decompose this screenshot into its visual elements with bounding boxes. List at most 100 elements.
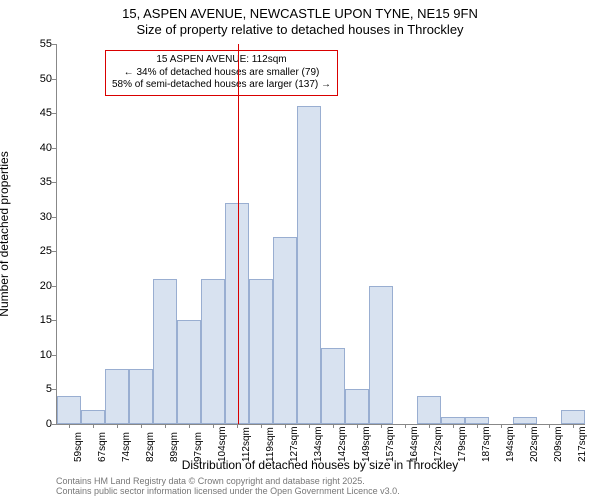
xtick-label: 59sqm [73,432,84,462]
xtick-mark [549,424,550,428]
callout-line-3: 58% of semi-detached houses are larger (… [112,79,331,92]
xtick-label: 202sqm [529,426,540,462]
xtick-mark [93,424,94,428]
ytick-mark [52,424,56,425]
histogram-bar [561,410,585,424]
xtick-label: 104sqm [217,426,228,462]
xtick-mark [453,424,454,428]
xtick-label: 127sqm [289,426,300,462]
chart-title-2: Size of property relative to detached ho… [0,22,600,37]
xtick-label: 164sqm [409,426,420,462]
histogram-bar [225,203,249,424]
xtick-mark [69,424,70,428]
ytick-label: 50 [12,73,52,85]
ytick-label: 10 [12,349,52,361]
xtick-mark [141,424,142,428]
xtick-label: 97sqm [193,432,204,462]
ytick-label: 25 [12,245,52,257]
xtick-mark [237,424,238,428]
ytick-label: 0 [12,418,52,430]
xtick-label: 89sqm [169,432,180,462]
xtick-label: 179sqm [457,426,468,462]
xtick-label: 119sqm [265,427,276,462]
ytick-mark [52,389,56,390]
callout-line-2: ← 34% of detached houses are smaller (79… [112,67,331,80]
histogram-bar [153,279,177,424]
histogram-bar [57,396,81,424]
ytick-mark [52,217,56,218]
reference-callout: 15 ASPEN AVENUE: 112sqm ← 34% of detache… [105,50,338,96]
histogram-bar [465,417,489,424]
callout-line-1: 15 ASPEN AVENUE: 112sqm [112,54,331,67]
histogram-bar [249,279,273,424]
ytick-mark [52,113,56,114]
y-axis-label: Number of detached properties [0,151,11,316]
xtick-mark [333,424,334,428]
ytick-label: 55 [12,38,52,50]
ytick-mark [52,251,56,252]
chart-title-1: 15, ASPEN AVENUE, NEWCASTLE UPON TYNE, N… [0,6,600,21]
xtick-label: 149sqm [361,426,372,462]
ytick-label: 5 [12,383,52,395]
xtick-label: 134sqm [313,426,324,462]
histogram-bar [513,417,537,424]
xtick-mark [405,424,406,428]
histogram-bar [177,320,201,424]
xtick-label: 112sqm [241,427,252,462]
footer-line-2: Contains public sector information licen… [56,486,400,496]
ytick-mark [52,355,56,356]
xtick-mark [501,424,502,428]
xtick-mark [381,424,382,428]
ytick-mark [52,286,56,287]
xtick-mark [213,424,214,428]
ytick-mark [52,44,56,45]
ytick-mark [52,320,56,321]
xtick-mark [285,424,286,428]
xtick-label: 209sqm [553,426,564,462]
xtick-mark [357,424,358,428]
xtick-mark [165,424,166,428]
reference-line [238,44,239,424]
xtick-mark [573,424,574,428]
footer-attribution: Contains HM Land Registry data © Crown c… [56,476,400,497]
xtick-label: 142sqm [337,426,348,462]
xtick-mark [477,424,478,428]
ytick-label: 45 [12,107,52,119]
histogram-bar [321,348,345,424]
histogram-bar [273,237,297,424]
xtick-label: 157sqm [385,426,396,462]
ytick-mark [52,79,56,80]
xtick-label: 194sqm [505,426,516,462]
xtick-mark [261,424,262,428]
histogram-bar [369,286,393,424]
ytick-label: 20 [12,280,52,292]
histogram-bar [129,369,153,424]
ytick-mark [52,148,56,149]
histogram-bar [441,417,465,424]
histogram-bar [81,410,105,424]
histogram-bar [297,106,321,424]
xtick-label: 82sqm [145,432,156,462]
xtick-label: 74sqm [121,432,132,462]
ytick-label: 15 [12,314,52,326]
xtick-label: 67sqm [97,432,108,462]
xtick-label: 187sqm [481,426,492,462]
xtick-mark [429,424,430,428]
xtick-mark [525,424,526,428]
ytick-label: 40 [12,142,52,154]
ytick-label: 35 [12,176,52,188]
xtick-label: 172sqm [433,426,444,462]
histogram-bar [201,279,225,424]
xtick-mark [309,424,310,428]
ytick-mark [52,182,56,183]
footer-line-1: Contains HM Land Registry data © Crown c… [56,476,400,486]
xtick-mark [117,424,118,428]
plot-area [56,44,585,425]
xtick-mark [189,424,190,428]
histogram-bar [417,396,441,424]
xtick-label: 217sqm [577,426,588,462]
ytick-label: 30 [12,211,52,223]
histogram-bar [105,369,129,424]
histogram-bar [345,389,369,424]
histogram-chart: 15, ASPEN AVENUE, NEWCASTLE UPON TYNE, N… [0,0,600,500]
